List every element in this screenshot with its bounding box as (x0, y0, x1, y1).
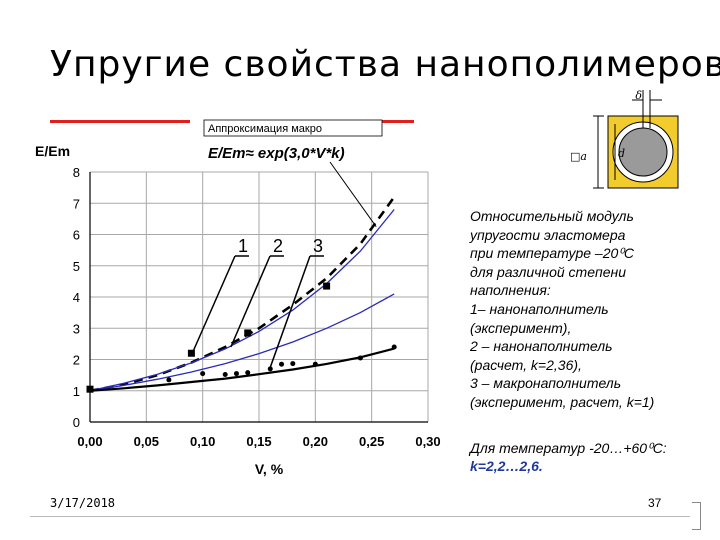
filler-cell-diagram: δ □a d (570, 89, 679, 189)
formula-pointer (329, 161, 377, 227)
y-tick-label: 3 (73, 321, 80, 336)
y-tick-label: 0 (73, 415, 80, 430)
description-line: при температуре –20⁰С (470, 245, 635, 262)
y-tick-label: 1 (73, 384, 80, 399)
data-point-macro (357, 355, 363, 361)
slide-title: Упругие свойства нанополимеров (50, 44, 720, 85)
page-number: 37 (648, 496, 662, 510)
x-tick-label: 0,25 (359, 434, 384, 449)
data-point-nano (323, 282, 331, 290)
y-tick-label: 2 (73, 353, 80, 368)
title-underline-mid (380, 120, 414, 123)
x-tick-label: 0,20 (303, 434, 328, 449)
y-tick-label: 8 (73, 165, 80, 180)
filler-core-circle (618, 127, 668, 177)
series-line-2 (89, 209, 395, 392)
temperature-label: Для температур -20…+60⁰С: (470, 440, 667, 456)
curve-label-leader (230, 255, 271, 348)
approximation-formula: E/Em≈ exp(3,0*V*k) (208, 145, 345, 162)
approximation-label-box (203, 119, 383, 137)
data-point-nano (187, 349, 195, 357)
description-line: (расчет, k=2,36), (470, 356, 582, 373)
description-line: Относительный модуль (470, 208, 634, 224)
data-point-nano (86, 385, 94, 393)
temperature-k-value: k=2,2…2,6. (470, 458, 543, 474)
y-tick-label: 5 (73, 259, 80, 274)
y-tick-label: 4 (73, 290, 80, 305)
data-point-nano (244, 329, 252, 337)
data-point-macro (290, 361, 296, 367)
series-line-1 (89, 196, 396, 393)
chart-description: Относительный модуль упругости эластомера… (470, 207, 690, 412)
description-line: 3 – макронаполнитель (470, 375, 622, 392)
d-label: d (618, 147, 625, 160)
curve-label: 2 (273, 236, 283, 256)
data-point-macro (312, 361, 318, 367)
data-point-macro (245, 370, 251, 376)
curve-label-leader (192, 255, 236, 351)
footer-bracket (692, 502, 701, 530)
y-axis-label: E/Em (35, 143, 70, 159)
approximation-label: Аппроксимация макро (208, 123, 322, 135)
side-label: □a (570, 150, 587, 163)
data-point-macro (233, 371, 239, 377)
x-tick-label: 0,10 (190, 434, 215, 449)
description-line: упругости эластомера (470, 226, 626, 243)
chart: 0 1 2 3 4 5 6 7 8 0,00 0,05 0,10 0,15 0,20 0,25 0,30 E/E… (35, 119, 441, 477)
description-line: наполнения: (470, 282, 551, 299)
footer-divider (30, 516, 690, 517)
data-point-macro (279, 361, 285, 367)
curve-label-leader (269, 255, 311, 368)
description-line: 1– нанонаполнитель (470, 300, 609, 317)
curve-label: 3 (313, 236, 323, 256)
delta-label: δ (635, 89, 642, 102)
data-point-macro (200, 371, 206, 377)
y-tick-label: 6 (73, 228, 80, 243)
x-tick-label: 0,00 (77, 434, 102, 449)
description-line: (эксперимент, расчет, k=1) (470, 393, 655, 410)
description-line: 2 – нанонаполнитель (470, 338, 613, 355)
data-point-macro (267, 366, 273, 372)
data-point-macro (166, 377, 172, 383)
slide-date: 3/17/2018 (50, 496, 116, 510)
x-tick-label: 0,15 (246, 434, 271, 449)
series-line-3 (89, 347, 395, 392)
data-point-macro (222, 372, 228, 377)
x-tick-label: 0,30 (415, 434, 440, 449)
x-axis-label: V, % (255, 461, 284, 477)
y-tick-label: 7 (73, 196, 80, 211)
description-line: для различной степени (470, 263, 626, 280)
data-point-macro (391, 344, 397, 350)
series-line-3-approx (89, 293, 395, 392)
curve-label: 1 (238, 236, 248, 256)
title-underline-left (50, 120, 190, 123)
temperature-note: Для температур -20…+60⁰С: k=2,2…2,6. (470, 439, 667, 475)
description-line: (эксперимент), (470, 319, 572, 336)
x-tick-label: 0,05 (134, 434, 159, 449)
